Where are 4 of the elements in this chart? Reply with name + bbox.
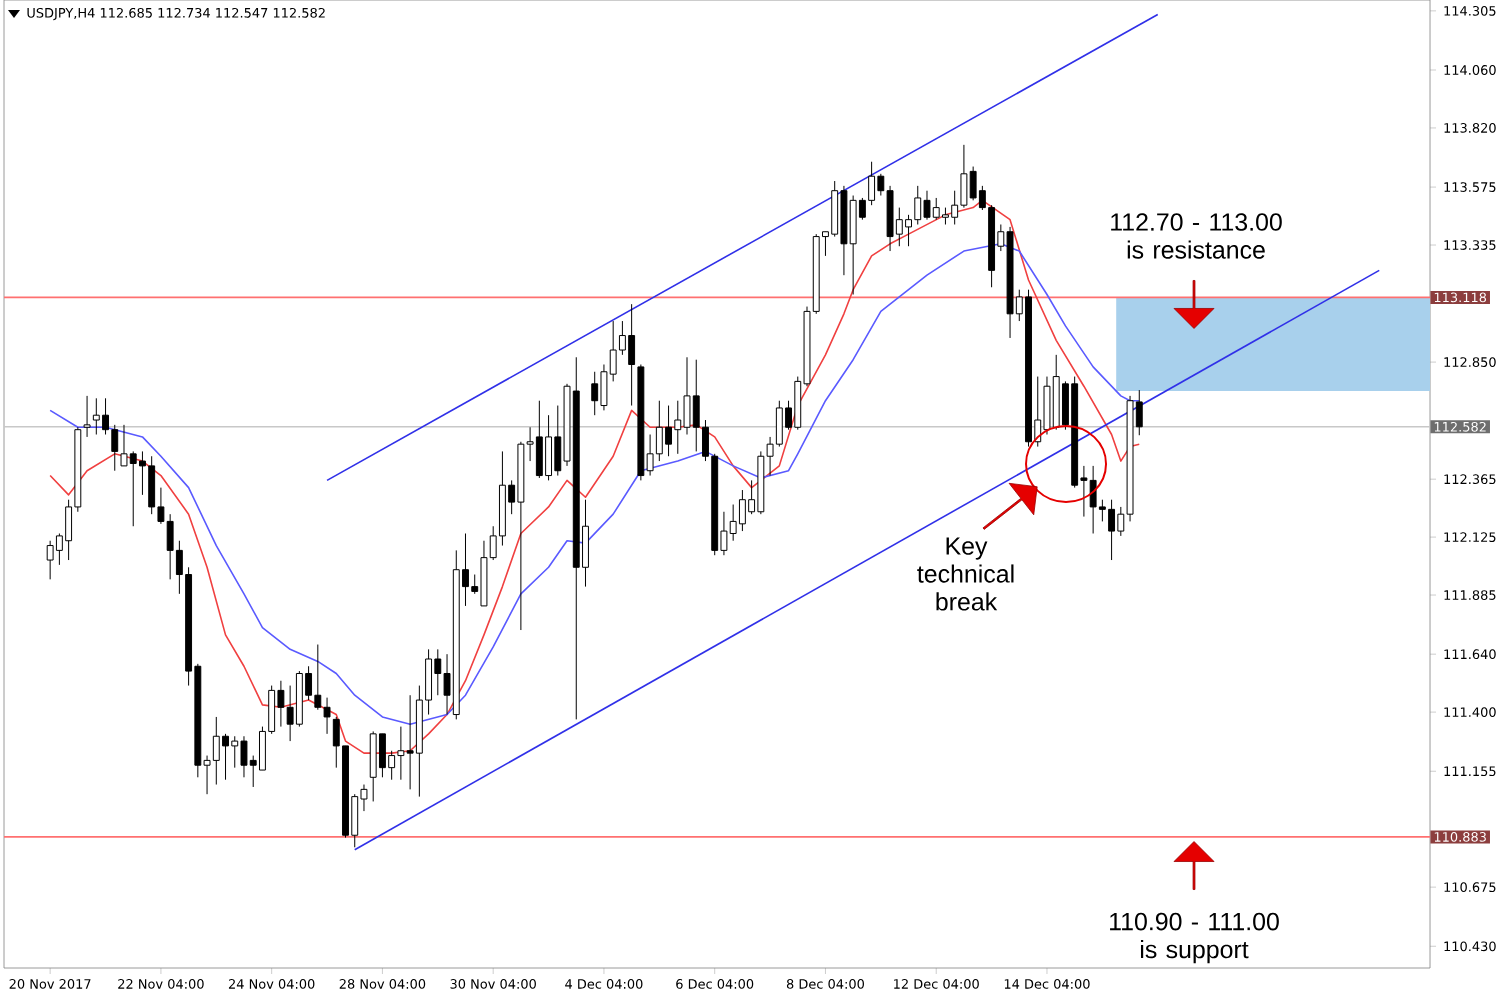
annotation: Key technical break: [917, 537, 1014, 611]
annotation: 112.70 - 113.00 is resistance: [1111, 213, 1282, 259]
candlestick: [83, 395, 91, 438]
annotation: 110.90 - 111.00 is support: [1110, 912, 1279, 964]
